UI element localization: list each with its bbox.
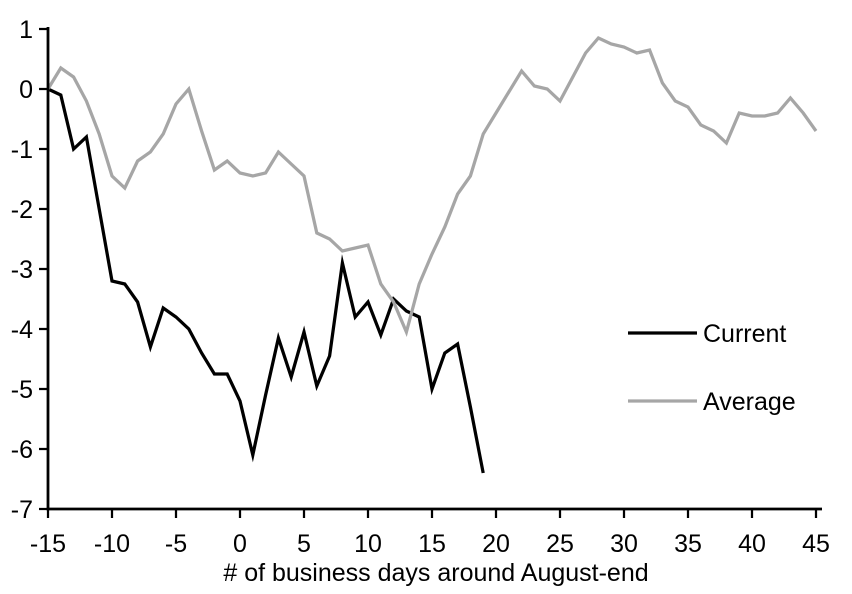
axis-ticks: 10-1-2-3-4-5-6-7-15 -10 -5 0 5 10 15 20 25 30 35 40…: [11, 16, 830, 558]
y-tick-label: -7: [11, 496, 33, 524]
legend-average-label: Average: [703, 388, 796, 416]
y-tick-label: -5: [11, 376, 33, 404]
x-tick-label: 5: [297, 530, 311, 558]
x-tick-label: -15: [30, 530, 66, 558]
x-tick-label: 15: [418, 530, 446, 558]
x-tick-label: 40: [738, 530, 766, 558]
series-current-line: [47, 87, 485, 474]
y-tick-label: -3: [11, 256, 33, 284]
y-tick-label: -1: [11, 136, 33, 164]
y-tick-label: -2: [11, 196, 33, 224]
x-tick-label: -10: [94, 530, 130, 558]
series-average-line: [46, 36, 818, 337]
x-tick-label: 20: [482, 530, 510, 558]
x-tick-label: 0: [233, 530, 247, 558]
x-tick-label: 30: [610, 530, 638, 558]
x-tick-label: 25: [546, 530, 574, 558]
x-tick-label: 10: [354, 530, 382, 558]
legend: Current Average: [628, 320, 796, 416]
y-tick-label: 0: [19, 76, 33, 104]
x-tick-label: 45: [802, 530, 830, 558]
x-tick-label: 35: [674, 530, 702, 558]
x-axis-title: # of business days around August-end: [223, 559, 648, 587]
y-tick-label: 1: [19, 16, 33, 44]
y-tick-label: -4: [11, 316, 33, 344]
y-tick-label: -6: [11, 436, 33, 464]
legend-current-label: Current: [703, 320, 786, 348]
x-tick-label: -5: [165, 530, 187, 558]
series-lines: [46, 36, 818, 474]
